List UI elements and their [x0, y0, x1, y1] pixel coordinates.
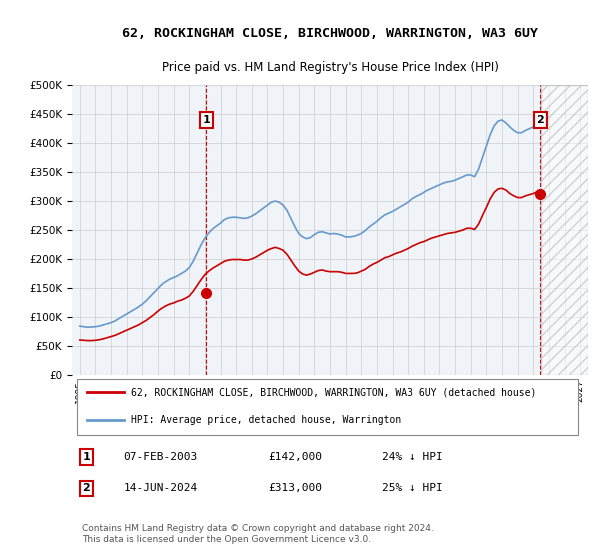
Text: £313,000: £313,000: [268, 483, 322, 493]
Text: 62, ROCKINGHAM CLOSE, BIRCHWOOD, WARRINGTON, WA3 6UY (detached house): 62, ROCKINGHAM CLOSE, BIRCHWOOD, WARRING…: [131, 388, 537, 398]
Text: 14-JUN-2024: 14-JUN-2024: [124, 483, 198, 493]
Text: 2: 2: [536, 115, 544, 125]
Text: 1: 1: [203, 115, 211, 125]
Text: 07-FEB-2003: 07-FEB-2003: [124, 452, 198, 462]
Text: Price paid vs. HM Land Registry's House Price Index (HPI): Price paid vs. HM Land Registry's House …: [161, 61, 499, 74]
Text: 2: 2: [82, 483, 90, 493]
Bar: [541, 85, 588, 375]
Text: 1: 1: [82, 452, 90, 462]
FancyBboxPatch shape: [77, 379, 578, 435]
Text: 25% ↓ HPI: 25% ↓ HPI: [382, 483, 442, 493]
Text: 62, ROCKINGHAM CLOSE, BIRCHWOOD, WARRINGTON, WA3 6UY: 62, ROCKINGHAM CLOSE, BIRCHWOOD, WARRING…: [122, 27, 538, 40]
Text: 24% ↓ HPI: 24% ↓ HPI: [382, 452, 442, 462]
Text: £142,000: £142,000: [268, 452, 322, 462]
Text: HPI: Average price, detached house, Warrington: HPI: Average price, detached house, Warr…: [131, 415, 401, 425]
Text: Contains HM Land Registry data © Crown copyright and database right 2024.
This d: Contains HM Land Registry data © Crown c…: [82, 524, 434, 544]
